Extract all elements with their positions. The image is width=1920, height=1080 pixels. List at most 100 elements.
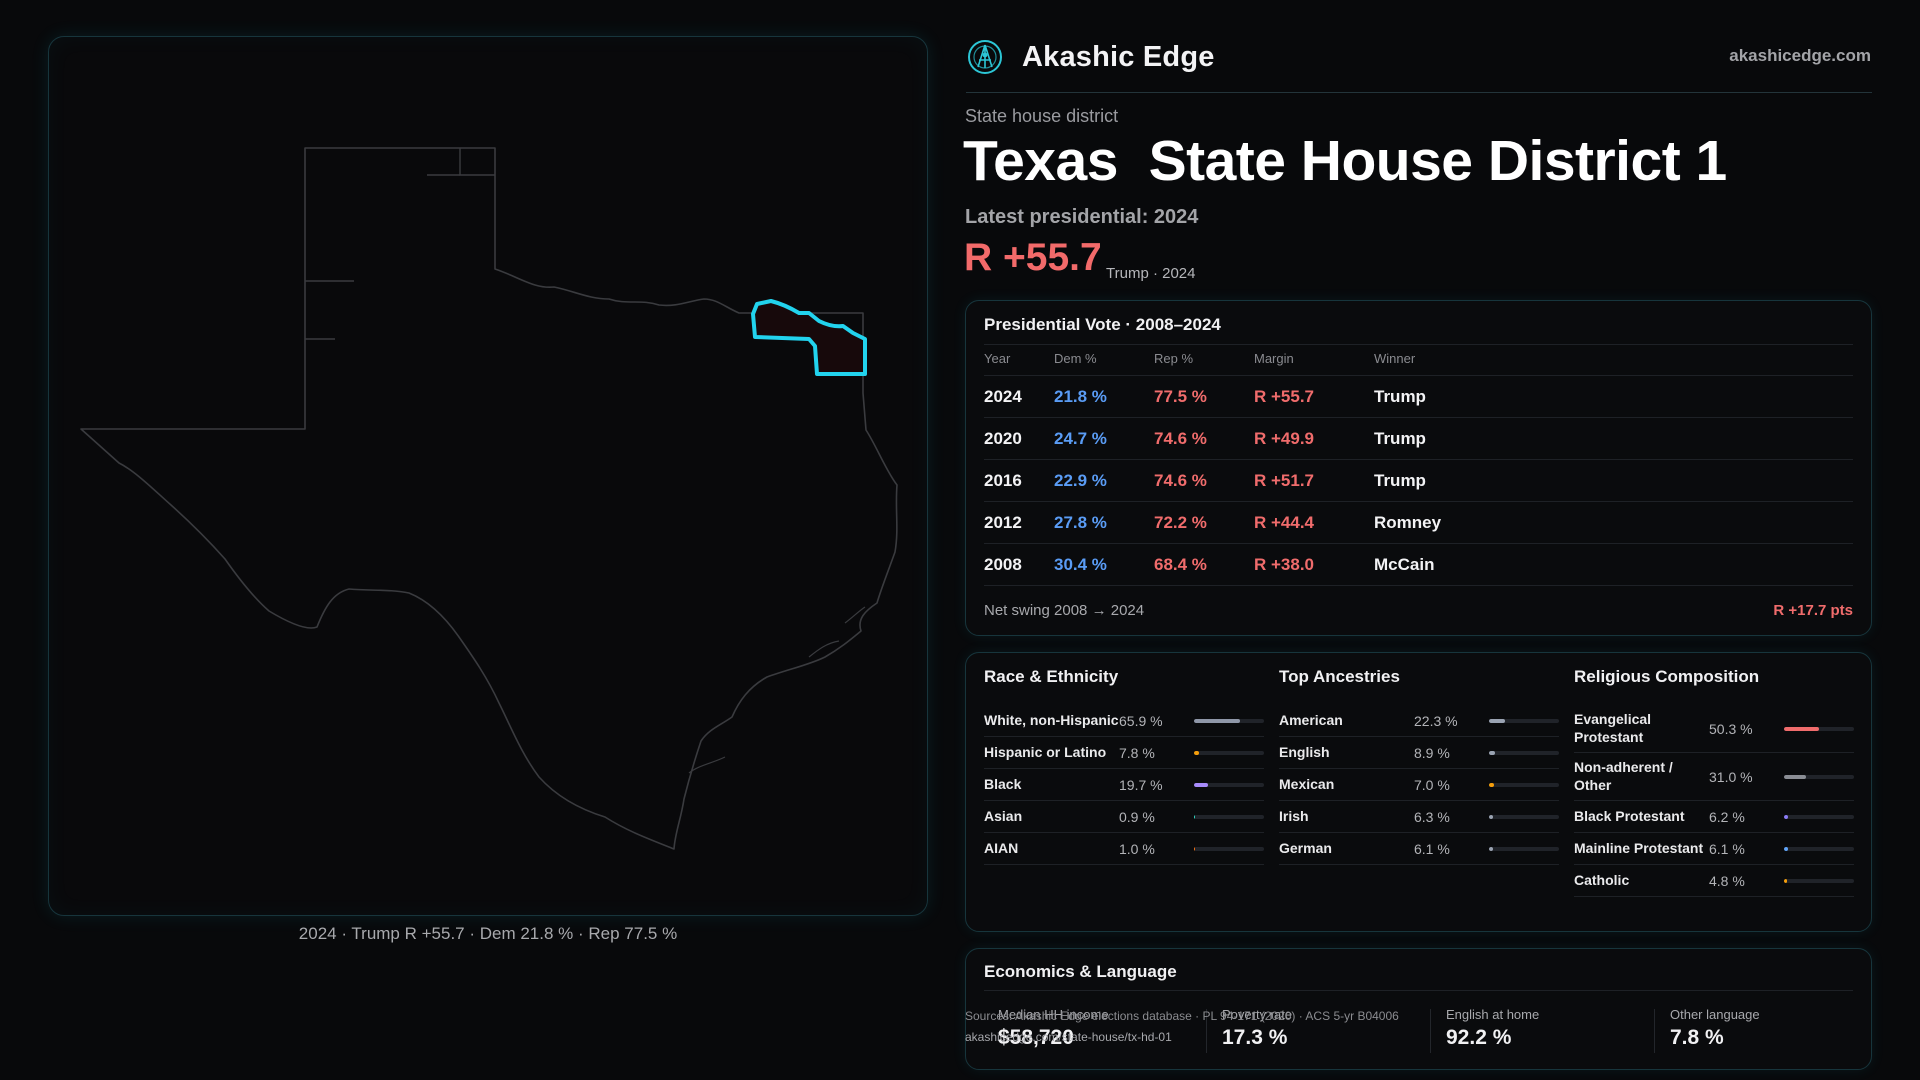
brand[interactable]: Akashic Edge (966, 36, 1215, 78)
row-margin: R +51.7 (1254, 471, 1315, 490)
stat-divider (1654, 1009, 1655, 1053)
item-bar-fill (1489, 750, 1496, 755)
source-footnote: Sources: Akashic Edge elections database… (965, 1006, 1399, 1048)
votes-card-title: Presidential Vote · 2008–2024 (984, 315, 1221, 334)
item-bar-fill (1784, 774, 1806, 779)
item-percent: 7.0 % (1414, 776, 1450, 793)
item-label: German (1279, 839, 1332, 856)
row-winner: McCain (1374, 555, 1435, 574)
economics-divider (984, 990, 1853, 991)
item-bar-track (1784, 726, 1854, 731)
item-bar-fill (1784, 726, 1820, 731)
row-winner: Trump (1374, 387, 1426, 406)
brand-name: Akashic Edge (1022, 40, 1215, 73)
row-winner: Trump (1374, 429, 1426, 448)
stat-divider (1206, 1009, 1207, 1053)
votes-header-divider (984, 375, 1853, 376)
table-row[interactable]: 2012 27.8 % 72.2 % R +44.4 Romney (984, 502, 1853, 544)
item-bar-fill (1784, 846, 1789, 851)
stat-label: Median HH income (998, 1007, 1109, 1022)
row-year: 2016 (984, 471, 1022, 490)
religion-title: Religious Composition (1574, 667, 1760, 686)
list-item: Black 19.7 % (984, 769, 1264, 801)
votes-title-divider (984, 344, 1853, 345)
item-bar-track (1194, 782, 1264, 787)
list-item: Black Protestant 6.2 % (1574, 801, 1854, 833)
item-bar-fill (1489, 782, 1494, 787)
row-rep: 74.6 % (1154, 429, 1207, 448)
item-label: Black (984, 775, 1022, 792)
list-item: Irish 6.3 % (1279, 801, 1559, 833)
header-divider (966, 92, 1872, 93)
item-bar-fill (1784, 878, 1788, 883)
row-dem: 24.7 % (1054, 429, 1107, 448)
item-label: Irish (1279, 807, 1309, 824)
source-url-link[interactable]: akashicedge.com/state-house/tx-hd-01 (965, 1030, 1172, 1044)
item-label: Hispanic or Latino (984, 743, 1107, 760)
item-percent: 1.0 % (1119, 840, 1155, 857)
table-row[interactable]: 2024 21.8 % 77.5 % R +55.7 Trump (984, 376, 1853, 418)
list-item: Mexican 7.0 % (1279, 769, 1559, 801)
list-item: Evangelical Protestant 50.3 % (1574, 705, 1854, 753)
race-list: White, non-Hispanic 65.9 % Hispanic or Lat… (984, 705, 1264, 865)
table-row[interactable]: 2020 24.7 % 74.6 % R +49.9 Trump (984, 418, 1853, 460)
ancestry-list: American 22.3 % English 8.9 % Mexican 7.0 % Ir… (1279, 705, 1559, 865)
item-bar-track (1489, 718, 1559, 723)
item-bar-fill (1194, 782, 1208, 787)
item-percent: 22.3 % (1414, 712, 1458, 729)
latest-presidential-label: Latest presidential: 2024 (965, 206, 1199, 228)
item-bar-fill (1489, 846, 1494, 851)
col-header-margin: Margin (1254, 351, 1294, 366)
list-item: English 8.9 % (1279, 737, 1559, 769)
table-row[interactable]: 2008 30.4 % 68.4 % R +38.0 McCain (984, 544, 1853, 586)
item-bar-fill (1194, 814, 1196, 819)
item-bar-fill (1194, 846, 1196, 851)
item-bar-track (1784, 774, 1854, 779)
list-item: German 6.1 % (1279, 833, 1559, 865)
row-margin: R +38.0 (1254, 555, 1315, 574)
presidential-vote-card: Presidential Vote · 2008–2024 Year Dem %… (965, 300, 1872, 636)
page-title: Texas State House District 1 (963, 129, 1727, 193)
item-percent: 4.8 % (1709, 872, 1745, 889)
brand-url-link[interactable]: akashicedge.com (1729, 46, 1871, 65)
district-1-shape[interactable] (751, 299, 867, 376)
english-at-home-stat: English at home 92.2 % (1446, 1007, 1539, 1050)
source-text: Sources: Akashic Edge elections database… (965, 1009, 1399, 1023)
item-label: Evangelical Protestant (1574, 711, 1652, 745)
row-dem: 27.8 % (1054, 513, 1107, 532)
item-bar-fill (1489, 718, 1505, 723)
item-bar-track (1489, 846, 1559, 851)
item-bar-track (1194, 718, 1264, 723)
list-item: AIAN 1.0 % (984, 833, 1264, 865)
row-year: 2012 (984, 513, 1022, 532)
akashic-logo-icon (968, 40, 1002, 74)
item-label: Mainline Protestant (1574, 839, 1704, 856)
item-percent: 6.1 % (1414, 840, 1450, 857)
row-year: 2024 (984, 387, 1022, 406)
row-year: 2008 (984, 555, 1022, 574)
col-header-dem: Dem % (1054, 351, 1097, 366)
net-swing-label: Net swing 2008 → 2024 (984, 602, 1145, 619)
row-year: 2020 (984, 429, 1022, 448)
economics-title: Economics & Language (984, 962, 1177, 981)
item-label: Mexican (1279, 775, 1335, 792)
stat-value: 7.8 % (1670, 1026, 1724, 1049)
poverty-rate-stat: Poverty rate 17.3 % (1222, 1007, 1292, 1050)
item-bar-track (1784, 878, 1854, 883)
item-label: American (1279, 711, 1343, 728)
panhandle-line-1 (459, 148, 495, 176)
table-row[interactable]: 2016 22.9 % 74.6 % R +51.7 Trump (984, 460, 1853, 502)
row-winner: Romney (1374, 513, 1442, 532)
item-label: AIAN (984, 839, 1019, 856)
religion-list: Evangelical Protestant 50.3 % Non-adherent… (1574, 705, 1854, 897)
list-item: Asian 0.9 % (984, 801, 1264, 833)
item-bar-track (1489, 814, 1559, 819)
row-margin: R +44.4 (1254, 513, 1315, 532)
item-percent: 65.9 % (1119, 712, 1163, 729)
item-percent: 6.3 % (1414, 808, 1450, 825)
district-map[interactable] (48, 36, 928, 916)
item-percent: 31.0 % (1709, 768, 1753, 785)
economics-card: Economics & Language Median HH income $5… (965, 948, 1872, 1070)
list-item: Catholic 4.8 % (1574, 865, 1854, 897)
row-dem: 30.4 % (1054, 555, 1107, 574)
